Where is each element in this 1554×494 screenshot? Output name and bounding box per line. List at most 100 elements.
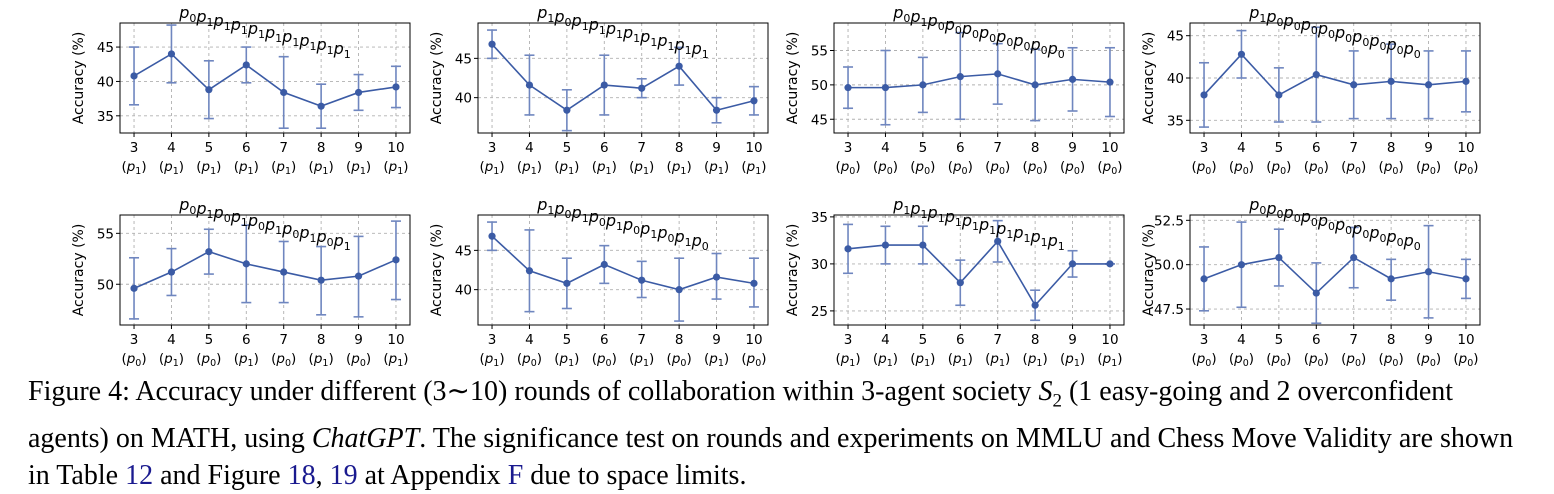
x-tick-label: 7 bbox=[279, 140, 288, 156]
y-tick-label: 50 bbox=[97, 277, 114, 293]
data-point bbox=[600, 260, 608, 269]
data-point bbox=[919, 241, 927, 249]
x-tick-label: 4 bbox=[167, 140, 176, 156]
x-tick-label: 9 bbox=[354, 332, 363, 348]
x-tick-sublabel: (p1) bbox=[479, 159, 504, 177]
x-tick-label: 10 bbox=[745, 332, 762, 348]
y-tick-label: 40 bbox=[1167, 71, 1184, 87]
x-tick-label: 8 bbox=[1031, 140, 1040, 156]
figure-caption: Figure 4: Accuracy under different (3∼10… bbox=[28, 373, 1538, 494]
x-tick-label: 3 bbox=[1200, 332, 1209, 348]
x-tick-label: 3 bbox=[130, 140, 139, 156]
x-tick-label: 10 bbox=[1101, 140, 1118, 156]
x-tick-sublabel: (p0) bbox=[667, 351, 692, 369]
x-tick-sublabel: (p0) bbox=[1453, 159, 1478, 177]
x-tick-label: 4 bbox=[1237, 140, 1246, 156]
y-tick-label: 50 bbox=[811, 78, 828, 94]
x-tick-sublabel: (p0) bbox=[121, 351, 146, 369]
y-tick-label: 40 bbox=[455, 91, 472, 107]
x-tick-label: 8 bbox=[317, 332, 326, 348]
caption-part2: (1 easy-going and 2 overconfident agents… bbox=[28, 376, 1454, 454]
x-tick-sublabel: (p1) bbox=[159, 159, 184, 177]
subplot-4: 35 40 45 3 (p0) 4 (p0) 5 (p0) 6 (p0) 7 (p0) 8 (p0) 9 (p0… bbox=[1141, 3, 1481, 177]
x-tick-label: 9 bbox=[1068, 332, 1077, 348]
data-point bbox=[1275, 253, 1283, 262]
x-tick-label: 3 bbox=[844, 140, 853, 156]
data-point bbox=[1068, 75, 1077, 83]
x-tick-label: 5 bbox=[563, 332, 572, 348]
subplot-title: p0p0p0p0p0p0p0p0p0p0 bbox=[1248, 195, 1421, 253]
x-tick-label: 9 bbox=[1424, 332, 1433, 348]
data-point bbox=[1424, 81, 1433, 89]
figure-panel-grid: 35 40 45 3 (p1) 4 (p1) 5 (p1) 6 (p1) 7 (p1) 8 (p1) 9 (p1… bbox=[71, 3, 1481, 369]
x-tick-sublabel: (p1) bbox=[479, 351, 504, 369]
data-point bbox=[881, 241, 890, 249]
y-axis-label: Accuracy (%) bbox=[785, 224, 801, 317]
caption-part5: at Appendix bbox=[357, 459, 508, 491]
x-tick-sublabel: (p0) bbox=[1453, 351, 1478, 369]
axes-frame bbox=[477, 214, 769, 326]
appendix-ref-link[interactable]: F bbox=[507, 459, 524, 491]
x-tick-sublabel: (p1) bbox=[517, 159, 542, 177]
x-tick-sublabel: (p0) bbox=[346, 351, 371, 369]
data-point bbox=[1275, 91, 1283, 99]
series-line bbox=[491, 43, 755, 112]
x-tick-sublabel: (p0) bbox=[1416, 351, 1441, 369]
axes-frame bbox=[1189, 214, 1481, 326]
y-tick-label: 50.0 bbox=[1154, 258, 1184, 274]
data-point bbox=[1424, 268, 1433, 276]
charts-svg: 3540453(p1)4(p1)5(p1)6(p1)7(p1)8(p1)9(p1… bbox=[71, 3, 1481, 369]
subplot-5: 50 55 3 (p0) 4 (p1) 5 (p0) 6 (p1) 7 (p0) 8 (p1) 9 (p0) 1… bbox=[71, 195, 411, 369]
caption-part1: Figure 4: Accuracy under different (3∼10… bbox=[28, 376, 1039, 407]
x-tick-sublabel: (p0) bbox=[1304, 351, 1329, 369]
model-name: ChatGPT bbox=[311, 422, 420, 454]
x-tick-label: 4 bbox=[881, 140, 890, 156]
x-tick-sublabel: (p0) bbox=[1229, 351, 1254, 369]
x-tick-label: 8 bbox=[1387, 140, 1396, 156]
y-tick-label: 45 bbox=[455, 51, 472, 67]
series-line bbox=[133, 250, 397, 290]
data-point bbox=[994, 237, 1002, 245]
subplot-3: 45 50 55 3 (p0) 4 (p0) 5 (p0) 6 (p0) 7 (p0) 8 (p0) 9 (p0… bbox=[785, 3, 1125, 177]
y-tick-label: 47.5 bbox=[1154, 302, 1184, 318]
data-point bbox=[712, 273, 721, 281]
subplot-7: 25 30 35 3 (p1) 4 (p1) 5 (p1) 6 (p1) 7 (p1) 8 (p1) 9 (p1… bbox=[785, 195, 1125, 369]
y-axis-label: Accuracy (%) bbox=[71, 224, 87, 317]
subplot-title: p0p1p0p1p0p1p0p1p0p1 bbox=[178, 195, 351, 253]
x-tick-sublabel: (p1) bbox=[121, 159, 146, 177]
x-tick-label: 4 bbox=[1237, 332, 1246, 348]
data-point bbox=[1312, 71, 1320, 79]
data-point bbox=[1106, 260, 1114, 268]
figure-ref-link-1[interactable]: 18 bbox=[287, 459, 316, 491]
x-tick-sublabel: (p1) bbox=[704, 159, 729, 177]
caption-part3: . The significance test on rounds and ex… bbox=[28, 422, 1514, 491]
y-axis-label: Accuracy (%) bbox=[429, 32, 445, 125]
x-tick-sublabel: (p1) bbox=[383, 159, 408, 177]
x-tick-label: 8 bbox=[1387, 332, 1396, 348]
figure-ref-link-2[interactable]: 19 bbox=[329, 459, 358, 491]
x-tick-sublabel: (p0) bbox=[835, 159, 860, 177]
x-tick-sublabel: (p1) bbox=[667, 159, 692, 177]
x-tick-label: 5 bbox=[563, 140, 572, 156]
x-tick-label: 6 bbox=[956, 332, 965, 348]
data-point bbox=[638, 276, 646, 284]
data-point bbox=[844, 245, 852, 253]
x-tick-label: 4 bbox=[167, 332, 176, 348]
data-point bbox=[525, 267, 534, 275]
data-point bbox=[1350, 81, 1358, 89]
x-tick-sublabel: (p1) bbox=[1023, 351, 1048, 369]
x-tick-sublabel: (p1) bbox=[309, 351, 334, 369]
x-tick-label: 10 bbox=[1457, 332, 1474, 348]
x-tick-label: 9 bbox=[1424, 140, 1433, 156]
table-ref-link[interactable]: 12 bbox=[125, 459, 154, 491]
x-tick-sublabel: (p1) bbox=[554, 159, 579, 177]
x-tick-label: 4 bbox=[525, 332, 534, 348]
x-tick-label: 10 bbox=[745, 140, 762, 156]
x-tick-sublabel: (p1) bbox=[704, 351, 729, 369]
data-point bbox=[956, 73, 964, 81]
data-point bbox=[1350, 253, 1358, 262]
x-tick-sublabel: (p1) bbox=[948, 351, 973, 369]
data-point bbox=[994, 70, 1002, 78]
data-point bbox=[392, 83, 400, 91]
y-axis-label: Accuracy (%) bbox=[1141, 32, 1157, 125]
